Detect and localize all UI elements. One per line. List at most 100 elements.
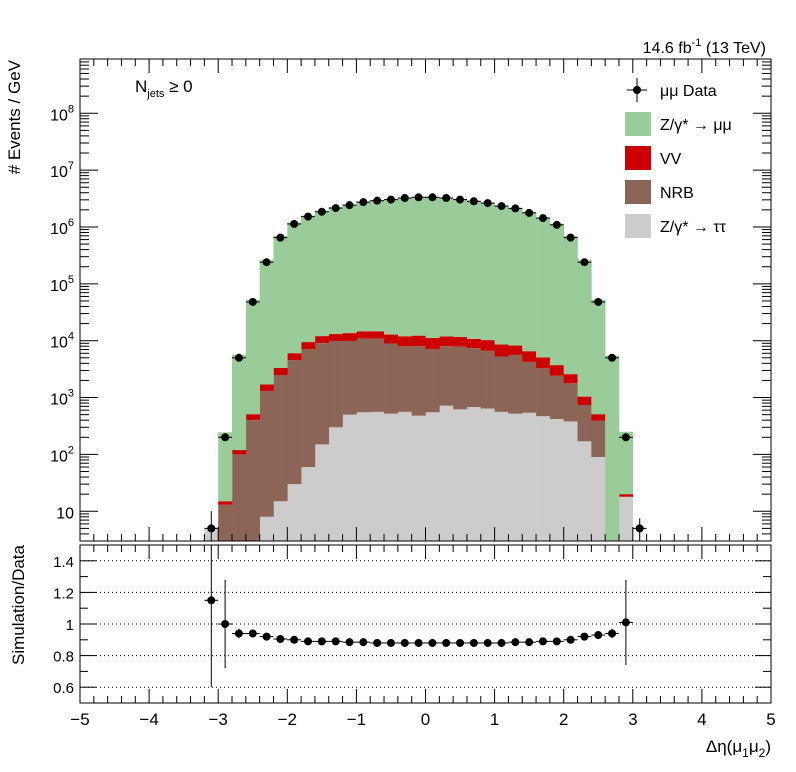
bar-vv [218, 501, 233, 505]
data-point [290, 219, 299, 228]
ratio-point [552, 637, 561, 646]
legend: μμ Data Z/γ* → μμ VV NRB Z/γ* → ττ [625, 78, 732, 238]
data-point [511, 204, 520, 213]
bar-dy_mumu [301, 215, 316, 343]
y-tick-label: 107 [50, 160, 74, 181]
ratio-y-tick-label: 1.2 [53, 585, 74, 602]
bar-vv [245, 414, 260, 421]
bar-dy_mumu [591, 299, 606, 415]
ratio-point [345, 638, 354, 647]
bar-nrb [342, 340, 357, 415]
legend-label: NRB [660, 185, 694, 202]
data-point [497, 202, 506, 211]
ratio-point [304, 637, 313, 646]
ratio-y-tick-label: 0.8 [53, 649, 74, 666]
ratio-panel: 0.6 0.8 1 1.2 1.4 −5 −4 −3 −2 −1 0 1 2 3 4 5 Simulatio… [9, 544, 776, 760]
bar-vv [577, 396, 592, 405]
bar-dy_tautau [259, 516, 274, 541]
bar-dy_tautau [577, 441, 592, 541]
bar-dy_tautau [453, 409, 468, 541]
data-point [635, 524, 644, 533]
bar-vv [439, 336, 454, 347]
data-point [345, 201, 354, 210]
ratio-point [317, 637, 326, 646]
bar-dy_tautau [425, 412, 440, 541]
ratio-y-axis-label: Simulation/Data [9, 544, 28, 665]
data-point [594, 297, 603, 306]
bar-vv [425, 338, 440, 350]
bar-dy_tautau [370, 411, 385, 541]
data-point [442, 194, 451, 203]
bar-dy_mumu [618, 431, 634, 495]
y-tick-label: 105 [50, 274, 74, 295]
ratio-points [204, 545, 633, 688]
x-tick-label: 0 [421, 710, 430, 729]
bar-vv [356, 331, 371, 339]
x-tick-label: −1 [347, 710, 366, 729]
y-tick-label: 102 [50, 444, 74, 465]
legend-label: VV [660, 151, 682, 168]
bar-nrb [536, 368, 551, 417]
x-tick-label: 1 [490, 710, 499, 729]
bar-nrb [273, 375, 288, 502]
bar-dy_mumu [425, 197, 440, 339]
bar-dy_mumu [522, 212, 537, 352]
ratio-point [373, 638, 382, 647]
bar-vv [508, 345, 523, 355]
bar-dy_mumu [453, 199, 468, 337]
data-point [373, 196, 382, 205]
data-point [428, 193, 437, 202]
bar-dy_mumu [314, 210, 330, 337]
data-point [359, 198, 368, 207]
legend-label: μμ Data [660, 83, 717, 100]
ratio-point [400, 638, 409, 647]
data-point [538, 214, 547, 223]
legend-marker [633, 86, 641, 94]
bar-nrb [301, 349, 316, 468]
bar-nrb [480, 350, 495, 409]
bar-vv [287, 353, 302, 361]
bar-vv [522, 351, 537, 362]
data-point [469, 197, 478, 206]
bar-vv [563, 374, 578, 384]
stacked-histogram [204, 197, 634, 541]
bar-dy_mumu [494, 205, 509, 345]
bar-dy_tautau [439, 405, 454, 541]
bar-vv [342, 333, 357, 341]
bar-nrb [466, 348, 482, 408]
data-point [207, 524, 216, 533]
ratio-point [331, 637, 340, 646]
ratio-point [442, 638, 451, 647]
legend-swatch [625, 180, 651, 204]
data-point [456, 195, 465, 204]
data-point [483, 199, 492, 208]
ratio-x-axis: −5 −4 −3 −2 −1 0 1 2 3 4 5 [70, 545, 776, 729]
bar-vv [232, 449, 247, 455]
ratio-point [525, 638, 534, 647]
ratio-point [359, 638, 368, 647]
ratio-point [207, 596, 216, 605]
data-point [552, 220, 561, 229]
bar-nrb [314, 343, 330, 445]
bar-nrb [522, 361, 537, 413]
bar-nrb [453, 346, 468, 410]
y-tick-label: 103 [50, 388, 74, 409]
bar-dy_mumu [549, 223, 564, 366]
bar-dy_tautau [466, 407, 482, 541]
bar-nrb [549, 375, 564, 419]
x-tick-label: −4 [139, 710, 158, 729]
data-point [234, 353, 243, 362]
data-point [414, 193, 423, 202]
ratio-frame [79, 544, 772, 704]
x-tick-label: 4 [697, 710, 706, 729]
bar-dy_tautau [356, 412, 371, 541]
bar-dy_mumu [342, 204, 357, 334]
bar-nrb [232, 454, 247, 541]
ratio-point [248, 629, 257, 638]
ratio-point [469, 638, 478, 647]
legend-item-vv: VV [625, 146, 682, 170]
ratio-point [608, 629, 617, 638]
bar-vv [397, 336, 412, 347]
data-point [525, 208, 534, 217]
bar-nrb [287, 360, 302, 485]
